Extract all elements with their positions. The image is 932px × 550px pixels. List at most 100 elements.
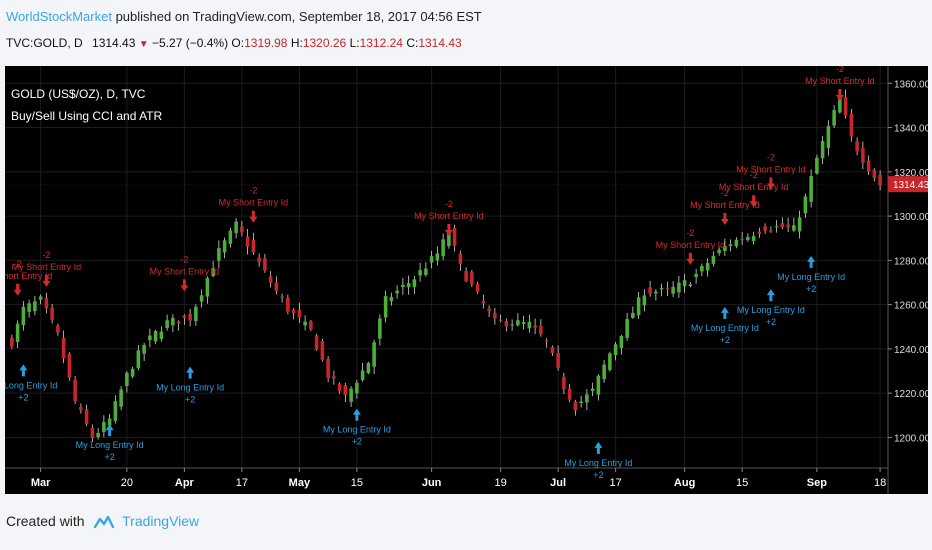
candle-body [682, 280, 687, 287]
candle [567, 384, 572, 403]
candle-body [556, 352, 560, 368]
candle [792, 217, 796, 232]
candle [33, 295, 37, 316]
last-price: 1314.43 [92, 36, 136, 50]
candle [142, 342, 146, 362]
candle [815, 154, 819, 175]
candle-body [211, 268, 215, 276]
short-signal-label: My Short Entry Id [690, 200, 760, 210]
candle [803, 193, 808, 219]
long-signal-label: My Long Entry Id [323, 425, 391, 435]
candle [510, 319, 514, 331]
short-signal: My Short Entry Id-2 [656, 228, 725, 265]
candle [452, 224, 457, 252]
x-tick-label: Jun [422, 477, 442, 489]
long-signal: My Long Entry Id +2 [323, 408, 391, 447]
candle-body [441, 239, 445, 257]
candle [435, 246, 440, 266]
candle [740, 232, 744, 246]
candle-body [389, 297, 394, 302]
candle-body [107, 418, 112, 426]
signals: My Long Entry Id +2 My Long Entry Id +2 My L… [5, 66, 875, 480]
long-signal-qty: +2 [593, 470, 603, 480]
candle [320, 338, 325, 362]
candle-body [550, 347, 555, 353]
short-signal-label: My Short Entry Id [150, 266, 220, 276]
candle [349, 386, 353, 407]
price-axis[interactable] [888, 66, 928, 494]
candle [786, 217, 790, 233]
candle-body [579, 401, 583, 404]
y-tick-label: 1200.00 [894, 433, 928, 444]
candle-body [171, 317, 175, 326]
candle [372, 339, 376, 374]
price-chart[interactable]: My Long Entry Id +2 My Long Entry Id +2 My L… [5, 66, 928, 494]
candle-body [820, 140, 825, 159]
candle [636, 291, 641, 320]
short-signal-qty: -2 [445, 199, 453, 209]
candle-body [10, 337, 14, 347]
candle-body [67, 353, 72, 378]
candle-body [395, 290, 399, 294]
long-signal-qty: +2 [352, 437, 362, 447]
candle-body [838, 97, 842, 113]
candle [711, 251, 716, 267]
last-price-box [888, 176, 928, 193]
candle [176, 320, 181, 331]
candle-body [562, 376, 566, 390]
long-signal: My Long Entry Id +2 [737, 289, 805, 327]
short-signal: My Short Entry Id-2 [219, 186, 288, 223]
candle [619, 334, 624, 355]
created-with-text: Created with [6, 513, 85, 529]
candle [481, 294, 486, 309]
candle [61, 330, 66, 364]
candle-body [723, 246, 727, 251]
chart-panel[interactable]: My Long Entry Id +2 My Long Entry Id +2 My L… [5, 66, 928, 494]
short-signal-label: My Short Entry Id [5, 271, 52, 281]
candle [631, 306, 635, 320]
candle [797, 210, 802, 239]
candle-body [303, 321, 307, 326]
candle [251, 232, 256, 255]
candle-body [343, 384, 348, 395]
candle-body [234, 221, 238, 234]
candle [544, 338, 549, 348]
candle [27, 299, 31, 318]
candle [424, 262, 428, 277]
candle [343, 382, 348, 403]
candle [268, 271, 273, 288]
high-label: H: [290, 36, 303, 50]
candle [585, 389, 589, 411]
y-tick-label: 1220.00 [894, 389, 928, 400]
candle [291, 308, 296, 320]
candle-body [849, 113, 854, 137]
short-signal-label: My Short Entry Id [736, 165, 806, 175]
candle [855, 137, 859, 156]
candle-body [654, 291, 658, 294]
long-signal-label: My Long Entry Id [76, 440, 144, 450]
short-signal-label: My Short Entry Id [719, 182, 789, 192]
candle [401, 278, 405, 295]
candle [21, 301, 26, 331]
candle [849, 108, 854, 142]
candle-body [309, 321, 313, 330]
long-signal-label: My Long Entry Id [564, 458, 632, 468]
short-signal: My Short Entry Id-2 [719, 170, 789, 208]
candle [10, 334, 14, 350]
candle-body [573, 401, 578, 411]
tradingview-brand[interactable]: TradingView [122, 513, 200, 529]
candle [613, 341, 618, 361]
candle [188, 308, 192, 327]
candle [487, 305, 491, 318]
candle [148, 328, 152, 348]
x-tick-label: 15 [736, 477, 748, 489]
candle-body [130, 368, 135, 377]
candle [153, 329, 158, 345]
candle-body [153, 331, 158, 342]
candle-body [56, 325, 60, 333]
candle [38, 294, 43, 305]
candle [355, 379, 359, 399]
author-link[interactable]: WorldStockMarket [6, 9, 112, 24]
candle-body [510, 324, 514, 326]
x-tick-label: Jul [550, 477, 566, 489]
